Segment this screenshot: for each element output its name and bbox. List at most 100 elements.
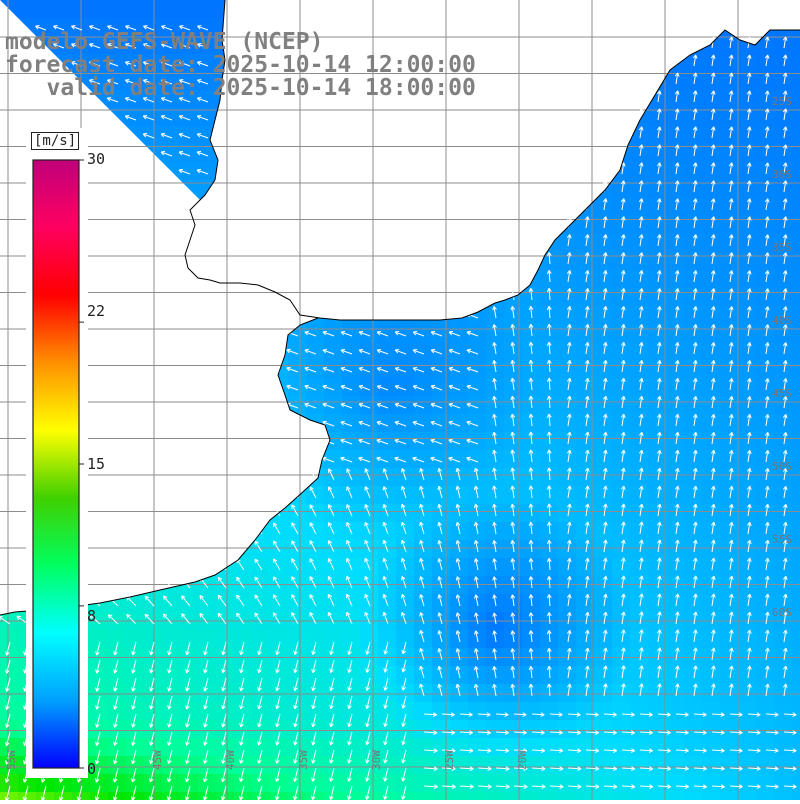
- field-cell: [738, 288, 757, 307]
- field-cell: [54, 792, 73, 800]
- field-cell: [594, 342, 613, 361]
- field-cell: [720, 414, 739, 433]
- field-cell: [612, 684, 631, 703]
- field-cell: [666, 792, 685, 800]
- field-cell: [288, 594, 307, 613]
- field-cell: [486, 738, 505, 757]
- field-cell: [756, 774, 775, 793]
- field-cell: [684, 288, 703, 307]
- field-cell: [792, 576, 800, 595]
- longitude-label: 45W: [151, 750, 164, 770]
- field-cell: [720, 342, 739, 361]
- field-cell: [594, 684, 613, 703]
- field-cell: [792, 72, 800, 91]
- field-cell: [126, 792, 145, 800]
- field-cell: [702, 108, 721, 127]
- field-cell: [792, 396, 800, 415]
- field-cell: [756, 216, 775, 235]
- field-cell: [684, 342, 703, 361]
- field-cell: [684, 126, 703, 145]
- field-cell: [684, 720, 703, 739]
- field-cell: [738, 702, 757, 721]
- field-cell: [720, 72, 739, 91]
- field-cell: [702, 702, 721, 721]
- field-cell: [612, 198, 631, 217]
- field-cell: [612, 216, 631, 235]
- field-cell: [738, 162, 757, 181]
- field-cell: [720, 90, 739, 109]
- field-cell: [792, 234, 800, 253]
- field-cell: [594, 774, 613, 793]
- field-cell: [630, 792, 649, 800]
- field-cell: [666, 72, 685, 91]
- field-cell: [18, 0, 37, 19]
- field-cell: [162, 0, 181, 19]
- field-cell: [792, 36, 800, 55]
- field-cell: [126, 0, 145, 19]
- field-cell: [792, 342, 800, 361]
- field-cell: [324, 576, 343, 595]
- field-cell: [594, 756, 613, 775]
- field-cell: [684, 774, 703, 793]
- field-cell: [504, 702, 523, 721]
- field-cell: [198, 0, 217, 19]
- field-cell: [468, 738, 487, 757]
- field-cell: [738, 774, 757, 793]
- field-cell: [630, 324, 649, 343]
- field-cell: [738, 216, 757, 235]
- longitude-label: 40W: [224, 750, 237, 770]
- field-cell: [666, 324, 685, 343]
- field-cell: [756, 126, 775, 145]
- field-cell: [756, 72, 775, 91]
- field-cell: [414, 702, 433, 721]
- field-cell: [108, 0, 127, 19]
- field-cell: [558, 756, 577, 775]
- field-cell: [594, 288, 613, 307]
- field-cell: [720, 288, 739, 307]
- field-cell: [648, 702, 667, 721]
- field-cell: [792, 594, 800, 613]
- field-cell: [774, 414, 793, 433]
- field-cell: [540, 720, 559, 739]
- field-cell: [630, 342, 649, 361]
- field-cell: [774, 36, 793, 55]
- field-cell: [468, 756, 487, 775]
- field-cell: [792, 252, 800, 271]
- field-cell: [702, 774, 721, 793]
- colorbar-tick-15: 15: [87, 455, 105, 473]
- field-cell: [540, 738, 559, 757]
- field-cell: [648, 738, 667, 757]
- field-cell: [468, 702, 487, 721]
- field-cell: [504, 774, 523, 793]
- field-cell: [666, 756, 685, 775]
- field-cell: [756, 360, 775, 379]
- field-cell: [324, 540, 343, 559]
- field-cell: [630, 738, 649, 757]
- field-cell: [630, 198, 649, 217]
- field-cell: [738, 126, 757, 145]
- field-cell: [378, 792, 397, 800]
- field-cell: [684, 198, 703, 217]
- field-cell: [612, 234, 631, 253]
- field-cell: [306, 792, 325, 800]
- field-cell: [774, 54, 793, 73]
- field-cell: [792, 108, 800, 127]
- field-cell: [684, 234, 703, 253]
- field-cell: [792, 324, 800, 343]
- field-cell: [774, 360, 793, 379]
- field-cell: [756, 756, 775, 775]
- field-cell: [612, 756, 631, 775]
- field-cell: [594, 270, 613, 289]
- field-cell: [630, 270, 649, 289]
- field-cell: [684, 252, 703, 271]
- field-cell: [540, 702, 559, 721]
- field-cell: [432, 702, 451, 721]
- field-cell: [738, 72, 757, 91]
- field-cell: [702, 792, 721, 800]
- field-cell: [738, 270, 757, 289]
- field-cell: [450, 774, 469, 793]
- field-cell: [558, 738, 577, 757]
- field-cell: [180, 792, 199, 800]
- field-cell: [720, 234, 739, 253]
- field-cell: [486, 720, 505, 739]
